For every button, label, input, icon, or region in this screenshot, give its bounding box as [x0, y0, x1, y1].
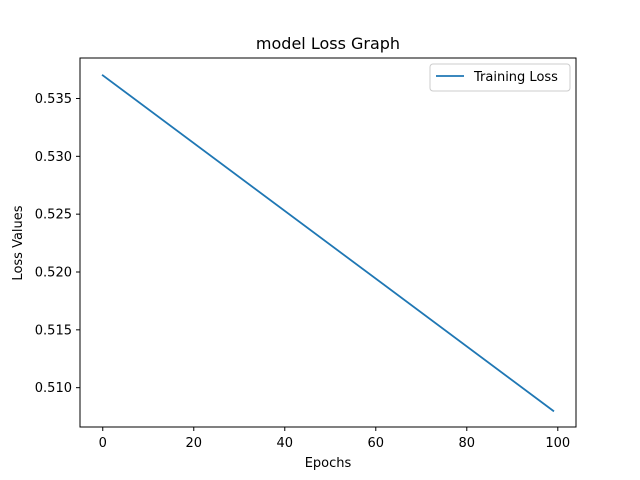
y-tick-label: 0.515 [35, 323, 72, 338]
x-tick-label: 0 [99, 436, 107, 451]
y-axis: 0.510 0.515 0.520 0.525 0.530 0.535 [35, 92, 80, 396]
plot-frame [79, 57, 577, 428]
y-tick-label: 0.535 [35, 92, 72, 107]
x-tick-label: 100 [545, 436, 570, 451]
legend: Training Loss [429, 63, 571, 92]
series-line-training-loss [101, 74, 555, 413]
chart-title: model Loss Graph [256, 34, 400, 53]
y-tick-label: 0.525 [35, 208, 72, 223]
y-tick-label: 0.520 [35, 265, 72, 280]
legend-box [429, 63, 571, 92]
y-tick-label: 0.510 [35, 381, 72, 396]
x-tick-label: 80 [459, 436, 476, 451]
x-tick-label: 20 [185, 436, 202, 451]
x-axis-label: Epochs [305, 456, 352, 471]
x-tick-label: 60 [368, 436, 385, 451]
series-layer [101, 74, 555, 413]
x-axis: 0 20 40 60 80 100 [99, 427, 570, 451]
y-tick-label: 0.530 [35, 150, 72, 165]
y-axis-label: Loss Values [11, 205, 26, 280]
x-tick-label: 40 [276, 436, 293, 451]
legend-label-training-loss: Training Loss [473, 70, 558, 85]
